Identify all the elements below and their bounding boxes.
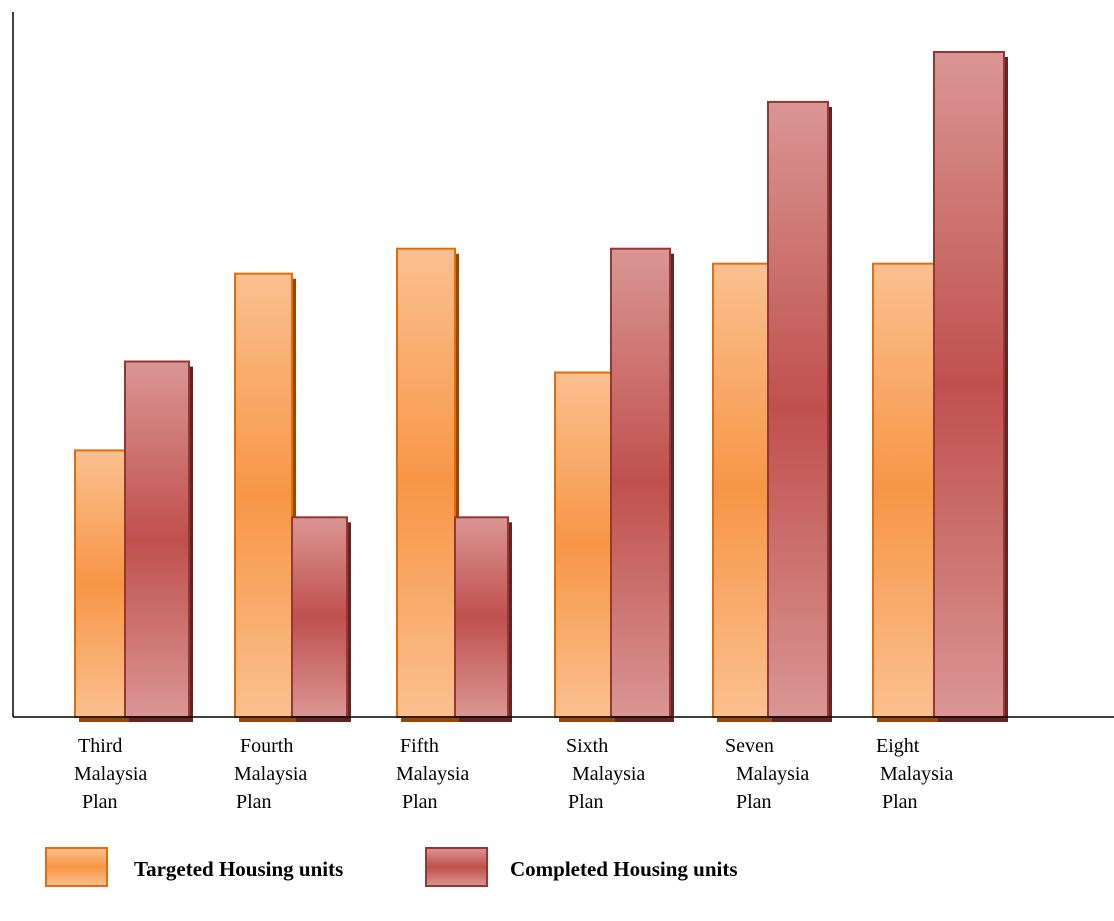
category-label-3-line-1: Malaysia [572,763,645,785]
bar-targeted-5 [872,262,935,718]
category-label-2-line-2: Plan [402,791,438,813]
legend-label-completed: Completed Housing units [510,857,738,881]
category-label-5-line-1: Malaysia [880,763,953,785]
bar-completed-2 [454,516,509,718]
bar-completed-5 [933,51,1005,718]
category-label-5-line-2: Plan [882,791,918,813]
category-label-5: Eight Malaysia Plan [876,735,953,813]
legend-item-completed: Completed Housing units [425,847,738,887]
category-label-4-line-2: Plan [736,791,772,813]
category-label-1-line-2: Plan [236,791,272,813]
legend-label-targeted: Targeted Housing units [134,857,343,881]
category-label-4-line-0: Seven [725,735,774,757]
category-label-1-line-1: Malaysia [234,763,307,785]
legend-item-targeted: Targeted Housing units [45,847,343,887]
category-label-3: Sixth Malaysia Plan [566,735,645,813]
category-label-1: Fourth Malaysia Plan [234,735,307,813]
bar-completed-0 [124,360,190,718]
legend-swatch-targeted [45,847,108,887]
category-label-2-line-1: Malaysia [396,763,469,785]
category-label-4: Seven Malaysia Plan [725,735,809,813]
bar-targeted-1 [234,272,293,718]
legend-swatch-completed [425,847,488,887]
category-label-2-line-0: Fifth [400,735,439,757]
category-label-2: Fifth Malaysia Plan [396,735,469,813]
bar-completed-4 [767,100,829,718]
category-label-3-line-2: Plan [568,791,604,813]
bar-targeted-0 [74,449,126,718]
bar-targeted-4 [712,262,769,718]
bar-targeted-3 [554,371,612,718]
category-label-0-line-2: Plan [82,791,118,813]
legend: Targeted Housing units Completed Housing… [45,847,738,887]
bar-targeted-2 [396,247,456,719]
bar-completed-1 [291,516,348,718]
category-label-4-line-1: Malaysia [736,763,809,785]
category-label-5-line-0: Eight [876,735,920,757]
category-label-0-line-0: Third [78,735,122,757]
category-label-3-line-0: Sixth [566,735,608,757]
bars-layer [74,51,1008,722]
category-label-1-line-0: Fourth [240,735,293,757]
category-label-0-line-1: Malaysia [74,763,147,785]
bar-completed-3 [610,247,671,719]
category-label-0: Third Malaysia Plan [74,735,147,813]
